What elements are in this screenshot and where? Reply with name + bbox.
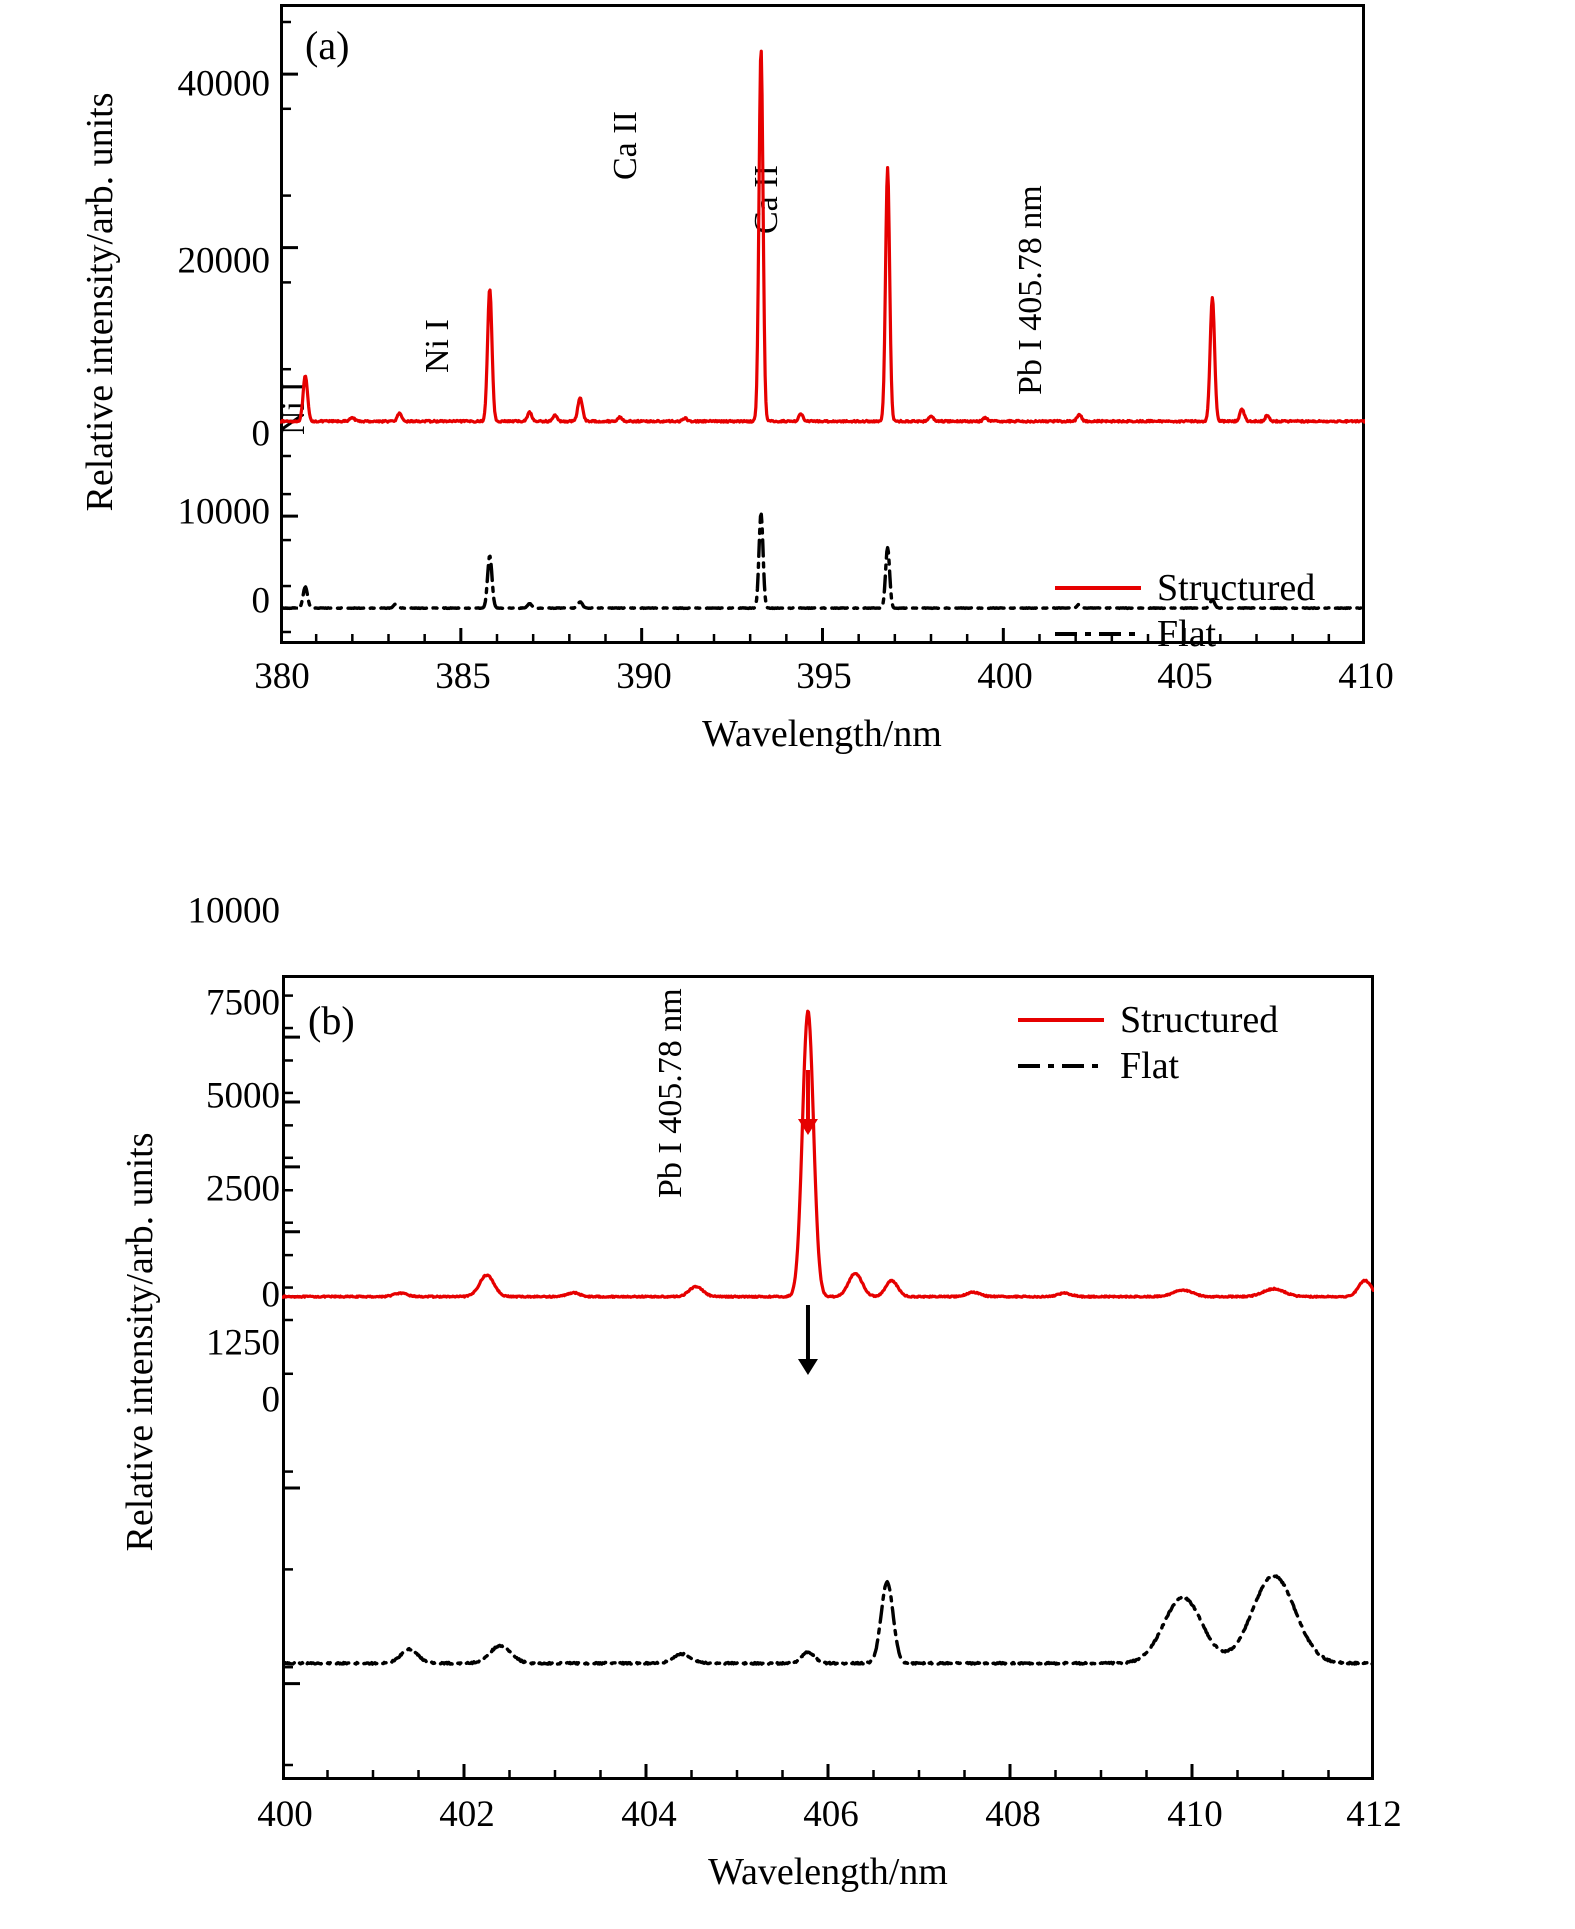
panel-b-upper-ytick-7500: 7500 — [206, 982, 280, 1024]
panel-b-xtick-410: 410 — [1167, 1794, 1223, 1835]
panel-a-xtick-400: 400 — [977, 656, 1033, 697]
panel-a-canvas — [280, 20, 1365, 644]
panel-b: Relative intensity/arb. units (b) 10000 … — [0, 891, 1575, 1929]
panel-b-legend: Structured Flat — [1018, 997, 1278, 1089]
panel-a-xtick-395: 395 — [796, 656, 852, 697]
legend-line-dashdot-icon — [1018, 1055, 1104, 1077]
panel-a-x-axis-label: Wavelength/nm — [702, 713, 942, 755]
panel-a-lower-ytick-10000: 10000 — [177, 491, 271, 533]
panel-a-plot-frame — [280, 4, 1365, 644]
panel-b-upper-ytick-10000: 10000 — [187, 890, 281, 932]
panel-b-canvas — [282, 994, 1374, 1780]
panel-a-xtick-410: 410 — [1338, 656, 1394, 697]
panel-a-upper-ytick-0: 0 — [251, 413, 271, 455]
panel-b-xtick-412: 412 — [1346, 1794, 1402, 1835]
panel-a-upper-ytick-40000: 40000 — [177, 63, 271, 105]
panel-a-y-axis-label: Relative intensity/arb. units — [79, 92, 121, 512]
legend-line-solid-icon — [1018, 1009, 1104, 1031]
panel-a-xtick-390: 390 — [616, 656, 672, 697]
panel-b-legend-item-flat: Flat — [1018, 1043, 1278, 1089]
panel-a-xtick-385: 385 — [435, 656, 491, 697]
panel-a-lower-ytick-0: 0 — [251, 580, 271, 622]
panel-b-xtick-404: 404 — [621, 1794, 677, 1835]
panel-b-xtick-402: 402 — [439, 1794, 495, 1835]
panel-b-lower-ytick-1250: 1250 — [206, 1322, 280, 1364]
panel-a-legend: Structured Flat — [1055, 565, 1315, 657]
panel-b-lower-ytick-0: 0 — [261, 1379, 281, 1421]
panel-a-xtick-380: 380 — [254, 656, 310, 697]
panel-a-tag: (a) — [305, 23, 350, 68]
panel-a-legend-label-structured: Structured — [1157, 567, 1316, 609]
panel-b-upper-ytick-2500: 2500 — [206, 1168, 280, 1210]
legend-line-solid-icon — [1055, 577, 1141, 599]
panel-a: Relative intensity/arb. units (a) 40000 … — [0, 0, 1575, 790]
panel-b-legend-item-structured: Structured — [1018, 997, 1278, 1043]
panel-b-tag: (b) — [308, 998, 355, 1043]
panel-b-plot-frame — [282, 975, 1374, 1780]
panel-a-legend-item-flat: Flat — [1055, 611, 1315, 657]
panel-b-upper-ytick-5000: 5000 — [206, 1075, 280, 1117]
panel-a-upper-ytick-20000: 20000 — [177, 240, 271, 282]
panel-b-upper-ytick-0: 0 — [261, 1274, 281, 1316]
panel-b-x-axis-label: Wavelength/nm — [708, 1851, 948, 1893]
panel-a-legend-item-structured: Structured — [1055, 565, 1315, 611]
panel-a-xtick-405: 405 — [1157, 656, 1213, 697]
legend-line-dashdot-icon — [1055, 623, 1141, 645]
panel-b-legend-label-flat: Flat — [1120, 1045, 1180, 1087]
panel-a-legend-label-flat: Flat — [1157, 613, 1217, 655]
panel-b-xtick-408: 408 — [985, 1794, 1041, 1835]
panel-b-xtick-400: 400 — [257, 1794, 313, 1835]
panel-b-legend-label-structured: Structured — [1120, 999, 1279, 1041]
panel-b-xtick-406: 406 — [803, 1794, 859, 1835]
